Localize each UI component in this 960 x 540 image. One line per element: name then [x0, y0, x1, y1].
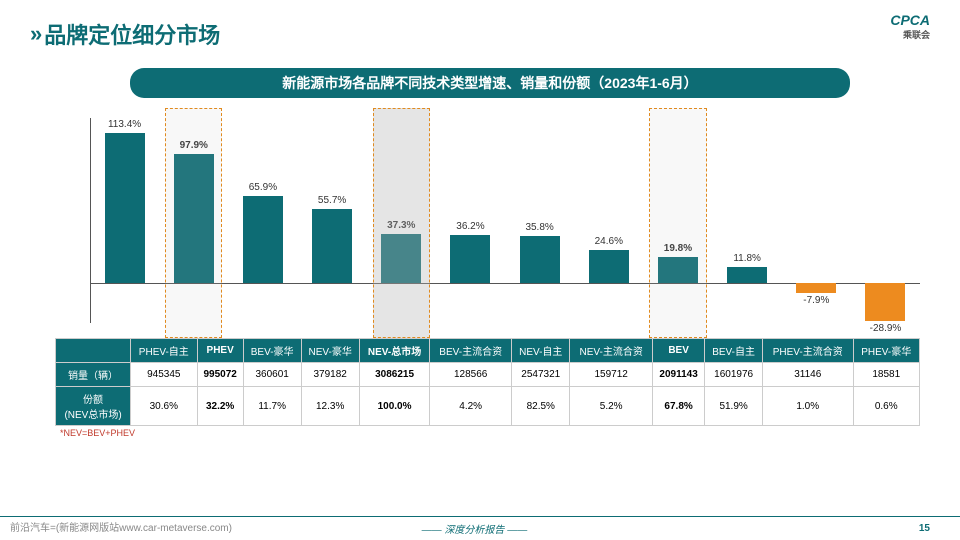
- bar: [105, 133, 145, 283]
- chevron-icon: »: [30, 21, 36, 47]
- table-header: PHEV-自主: [131, 339, 197, 363]
- table-cell: 4.2%: [430, 387, 512, 426]
- table-header: NEV-总市场: [359, 339, 429, 363]
- logo: CPCA 乘联会: [890, 12, 930, 41]
- logo-main: CPCA: [890, 12, 930, 28]
- table-cell: 379182: [301, 363, 359, 387]
- bar-column: 11.8%: [713, 118, 782, 283]
- table-cell: 128566: [430, 363, 512, 387]
- table-cell: 67.8%: [652, 387, 704, 426]
- table-header: BEV-自主: [705, 339, 763, 363]
- table-header: PHEV-主流合资: [762, 339, 853, 363]
- bar-column: 113.4%: [90, 118, 159, 283]
- bar-value-label: -7.9%: [782, 295, 851, 306]
- page-title: 品牌定位细分市场: [44, 18, 220, 50]
- page-number: 15: [919, 523, 930, 534]
- table-cell: 31146: [762, 363, 853, 387]
- table-header: PHEV-豪华: [853, 339, 920, 363]
- bar-column: 55.7%: [298, 118, 367, 283]
- table-cell: 18581: [853, 363, 920, 387]
- bar-chart: 113.4%97.9% 65.9%55.7% 37.3%36.2%35.8%24.6…: [60, 118, 920, 338]
- bar: [658, 257, 698, 283]
- table-cell: 32.2%: [197, 387, 243, 426]
- bar-value-label: 55.7%: [298, 195, 367, 206]
- table-cell: 3086215: [359, 363, 429, 387]
- bar: [381, 234, 421, 283]
- bar-column: -7.9%: [782, 118, 851, 283]
- table-cell: 360601: [243, 363, 301, 387]
- table-cell: 51.9%: [705, 387, 763, 426]
- table-header: NEV-豪华: [301, 339, 359, 363]
- bar-value-label: 97.9%: [159, 140, 228, 151]
- bar-value-label: 24.6%: [574, 236, 643, 247]
- bar-column: 65.9%: [228, 118, 297, 283]
- subtitle-bar: 新能源市场各品牌不同技术类型增速、销量和份额（2023年1-6月）: [130, 68, 850, 98]
- table-header: NEV-主流合资: [570, 339, 652, 363]
- table-cell: 2091143: [652, 363, 704, 387]
- table-cell: 30.6%: [131, 387, 197, 426]
- table-header: BEV-豪华: [243, 339, 301, 363]
- table-cell: 159712: [570, 363, 652, 387]
- bar: [174, 154, 214, 283]
- bar-column: -28.9%: [851, 118, 920, 283]
- table-row-head: 销量（辆）: [56, 363, 131, 387]
- bar-column: 37.3%: [367, 118, 436, 283]
- bar-value-label: 11.8%: [713, 253, 782, 264]
- bar: [243, 196, 283, 283]
- table-header: PHEV: [197, 339, 243, 363]
- logo-sub: 乘联会: [890, 28, 930, 41]
- bar-value-label: 113.4%: [90, 119, 159, 130]
- table-cell: 100.0%: [359, 387, 429, 426]
- bar: [312, 209, 352, 283]
- bar-column: 97.9%: [159, 118, 228, 283]
- table-header: BEV-主流合资: [430, 339, 512, 363]
- table-cell: 11.7%: [243, 387, 301, 426]
- table-row-head: 份额 (NEV总市场): [56, 387, 131, 426]
- footnote: *NEV=BEV+PHEV: [60, 428, 960, 438]
- bar: [520, 236, 560, 283]
- table-cell: 1601976: [705, 363, 763, 387]
- bar-column: 36.2%: [436, 118, 505, 283]
- table-cell: 995072: [197, 363, 243, 387]
- table-cell: 12.3%: [301, 387, 359, 426]
- bar-column: 35.8%: [505, 118, 574, 283]
- table-header: NEV-自主: [512, 339, 570, 363]
- footer-mid: —— 深度分析报告 ——: [422, 521, 528, 536]
- table-cell: 945345: [131, 363, 197, 387]
- bar-value-label: -28.9%: [851, 323, 920, 334]
- header: » 品牌定位细分市场: [0, 0, 960, 58]
- bar: [589, 250, 629, 283]
- table-cell: 82.5%: [512, 387, 570, 426]
- data-table: PHEV-自主PHEVBEV-豪华NEV-豪华NEV-总市场BEV-主流合资NE…: [55, 338, 920, 426]
- source-text: 前沿汽车=(新能源网版站www.car-metaverse.com): [10, 519, 232, 534]
- table-cell: 5.2%: [570, 387, 652, 426]
- bar-column: 19.8%: [643, 118, 712, 283]
- bar: [796, 283, 836, 293]
- table-header: BEV: [652, 339, 704, 363]
- bar-value-label: 35.8%: [505, 222, 574, 233]
- bars-container: 113.4%97.9% 65.9%55.7% 37.3%36.2%35.8%24.6…: [90, 118, 920, 283]
- table-cell: 0.6%: [853, 387, 920, 426]
- bar-value-label: 37.3%: [367, 220, 436, 231]
- bar-column: 24.6%: [574, 118, 643, 283]
- bar-value-label: 19.8%: [643, 243, 712, 254]
- bar: [865, 283, 905, 321]
- bar: [450, 235, 490, 283]
- table-cell: 2547321: [512, 363, 570, 387]
- bar: [727, 267, 767, 283]
- bar-value-label: 36.2%: [436, 221, 505, 232]
- bar-value-label: 65.9%: [228, 182, 297, 193]
- highlight-box: [649, 108, 706, 338]
- table-cell: 1.0%: [762, 387, 853, 426]
